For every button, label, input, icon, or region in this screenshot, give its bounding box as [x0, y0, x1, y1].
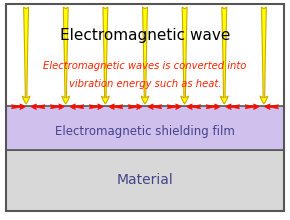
Text: Material: Material — [117, 173, 173, 187]
Text: Electromagnetic wave: Electromagnetic wave — [60, 28, 230, 43]
Text: Electromagnetic waves is converted into: Electromagnetic waves is converted into — [43, 61, 247, 71]
Text: Electromagnetic shielding film: Electromagnetic shielding film — [55, 125, 235, 139]
Text: vibration energy such as heat.: vibration energy such as heat. — [69, 79, 221, 89]
Bar — [6, 106, 284, 150]
Bar — [6, 150, 284, 211]
